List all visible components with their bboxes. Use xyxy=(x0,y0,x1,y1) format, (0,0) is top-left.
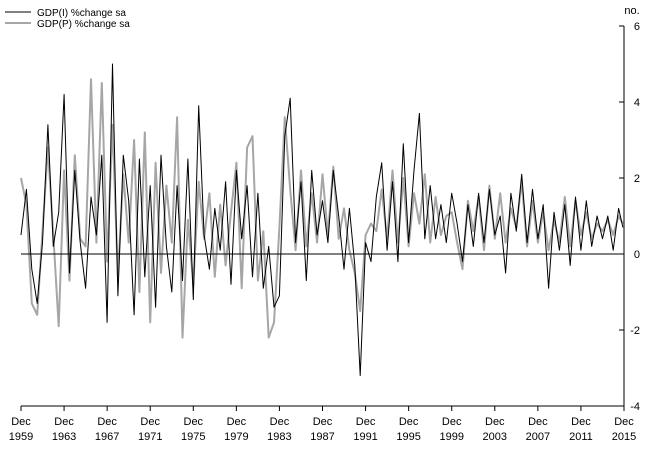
y-axis-unit-label: no. xyxy=(624,5,639,17)
x-tick-label-month: Dec xyxy=(97,416,117,428)
x-tick-label-month: Dec xyxy=(11,416,31,428)
x-tick-label-month: Dec xyxy=(442,416,462,428)
x-tick-label-year: 2003 xyxy=(483,431,507,443)
x-tick-label-month: Dec xyxy=(270,416,290,428)
x-tick-label-year: 1959 xyxy=(9,431,33,443)
x-tick-label-year: 1987 xyxy=(310,431,334,443)
series-layer xyxy=(20,63,624,377)
x-tick-label-month: Dec xyxy=(356,416,376,428)
legend-label-2: GDP(P) %change sa xyxy=(37,19,130,30)
y-tick-label: -2 xyxy=(630,325,640,337)
y-axis-ticks: -4 -2 0 2 4 6 xyxy=(619,21,640,413)
y-tick-label: 0 xyxy=(634,249,640,261)
x-tick-label-year: 1995 xyxy=(396,431,420,443)
x-axis-ticks: Dec 1959 Dec 1963 Dec 1967 Dec 1971 Dec 1975 Dec 19… xyxy=(9,406,636,443)
x-tick-label-year: 1991 xyxy=(353,431,377,443)
x-tick-label-year: 1963 xyxy=(52,431,76,443)
x-tick-label-month: Dec xyxy=(528,416,548,428)
x-tick-label-month: Dec xyxy=(485,416,505,428)
x-tick-label-year: 1975 xyxy=(181,431,205,443)
x-tick-label-year: 1983 xyxy=(267,431,291,443)
y-tick-label: 4 xyxy=(634,97,640,109)
x-tick-label-month: Dec xyxy=(54,416,74,428)
x-tick-label-year: 2011 xyxy=(569,431,593,443)
y-tick-label: -4 xyxy=(630,401,640,413)
x-tick-label-year: 2015 xyxy=(612,431,636,443)
x-tick-label-month: Dec xyxy=(399,416,419,428)
x-tick-label-year: 1999 xyxy=(439,431,463,443)
x-tick-label-month: Dec xyxy=(614,416,634,428)
x-tick-label-month: Dec xyxy=(184,416,204,428)
x-tick-label-month: Dec xyxy=(571,416,591,428)
x-tick-label-month: Dec xyxy=(140,416,160,428)
x-tick-label-year: 1967 xyxy=(95,431,119,443)
y-tick-label: 6 xyxy=(634,21,640,33)
x-tick-label-year: 1979 xyxy=(224,431,248,443)
series-line-1 xyxy=(20,63,624,377)
x-tick-label-month: Dec xyxy=(227,416,247,428)
legend-label-1: GDP(I) %change sa xyxy=(37,8,126,19)
x-tick-label-year: 1971 xyxy=(138,431,162,443)
x-tick-label-month: Dec xyxy=(313,416,333,428)
y-tick-label: 2 xyxy=(634,173,640,185)
x-tick-label-year: 2007 xyxy=(526,431,550,443)
